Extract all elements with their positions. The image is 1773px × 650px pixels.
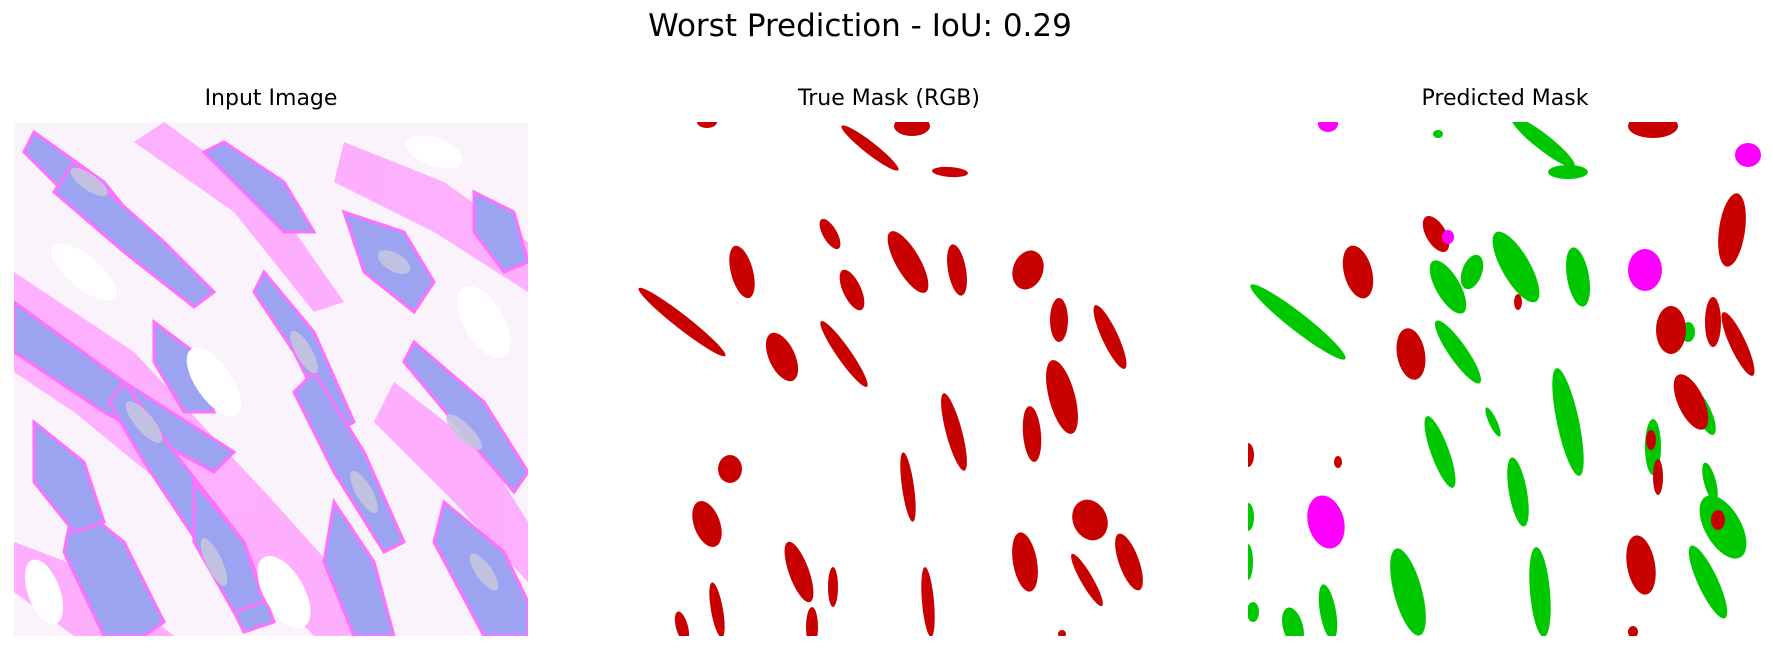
input-image-title: Input Image: [204, 86, 338, 111]
true-mask-title: True Mask (RGB): [798, 86, 980, 111]
figure-title: Worst Prediction - IoU: 0.29: [648, 8, 1072, 44]
predicted-mask-title: Predicted Mask: [1421, 86, 1589, 111]
input-image: [14, 122, 528, 636]
true-mask: [632, 122, 1146, 636]
predicted-mask: [1248, 122, 1762, 636]
